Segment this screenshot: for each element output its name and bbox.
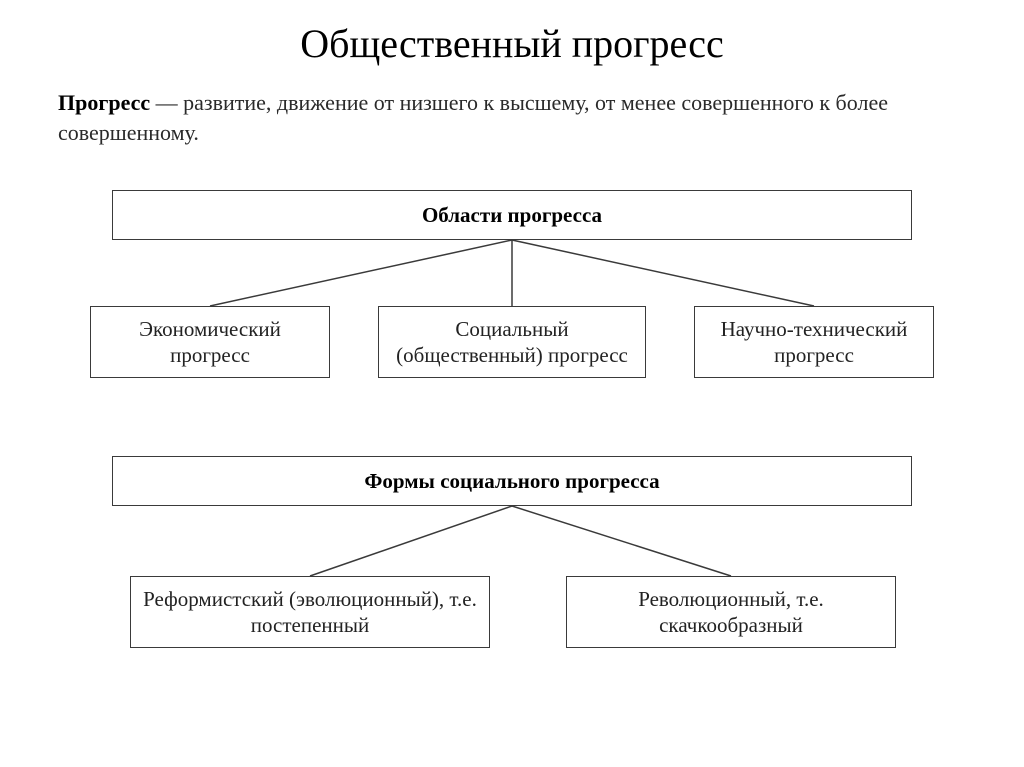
forms-connector (0, 0, 1024, 767)
forms-child-box-0: Реформистский (эволюционный), т.е. посте… (130, 576, 490, 648)
forms-header-box: Формы социального прогресса (112, 456, 912, 506)
forms-child-box-1: Революционный, т.е. скачкообразный (566, 576, 896, 648)
